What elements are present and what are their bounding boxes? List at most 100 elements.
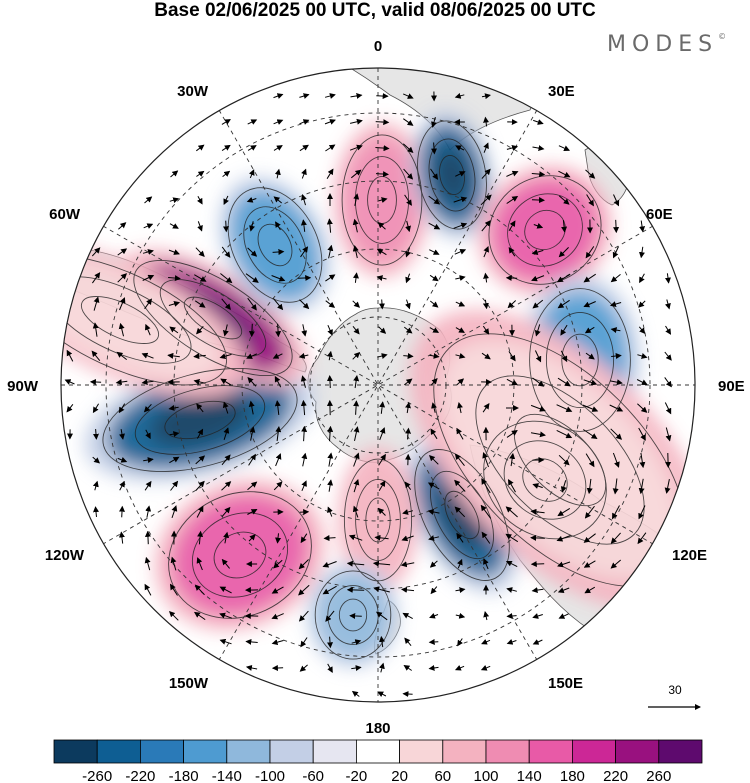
wind-vector (145, 505, 152, 518)
wind-vector (220, 273, 233, 284)
wind-vector (196, 403, 204, 413)
wind-vector (664, 351, 672, 361)
wind-vector (300, 219, 307, 232)
wind-vector (378, 480, 386, 492)
wind-vector (273, 481, 283, 491)
wind-vector (300, 637, 308, 648)
wind-vector (583, 429, 598, 440)
wind-vector (375, 145, 390, 152)
wind-vector (481, 168, 491, 179)
wind-vector (377, 197, 388, 203)
wind-vector (379, 427, 386, 441)
wind-vector (531, 171, 546, 178)
wind-vector (221, 246, 231, 258)
wind-vector (117, 273, 128, 283)
wind-vector (664, 479, 671, 494)
wind-vector (247, 376, 257, 387)
wind-vector (664, 402, 672, 415)
wind-vector (273, 119, 284, 125)
wind-vector (378, 662, 385, 673)
wind-vector (298, 352, 309, 359)
wind-vector (453, 196, 468, 203)
wind-vector (117, 457, 128, 463)
wind-vector (481, 220, 491, 232)
wind-vector (275, 533, 282, 544)
colorbar-swatch (355, 739, 400, 764)
wind-vector (223, 220, 230, 233)
colorbar-tick-label: -260 (82, 768, 112, 783)
wind-vector (428, 454, 439, 465)
wind-vector (298, 584, 310, 596)
wind-vector (248, 169, 255, 179)
wind-vector (66, 403, 74, 413)
wind-vector (405, 247, 411, 258)
wind-vector (298, 559, 309, 570)
wind-vector (169, 583, 178, 596)
lon-label-120e: 120E (672, 547, 707, 564)
colorbar-tick-label: -220 (125, 768, 155, 783)
wind-vector (401, 535, 414, 542)
wind-vector (247, 145, 257, 151)
wind-vector (194, 300, 206, 308)
wind-vector (248, 534, 256, 542)
wind-vector (195, 480, 205, 491)
wind-vector (299, 299, 310, 310)
wind-vector (429, 327, 440, 333)
wind-vector (531, 249, 544, 256)
wind-vector (377, 507, 386, 516)
wind-vector (245, 638, 258, 645)
wind-vector (402, 93, 414, 99)
wind-vector (586, 194, 594, 207)
wind-vector (119, 505, 126, 518)
wind-vector (300, 246, 309, 258)
wind-vector (346, 560, 365, 567)
wind-vector (584, 326, 595, 334)
wind-vector (297, 274, 312, 281)
wind-vector (144, 298, 152, 310)
wind-vector (299, 119, 310, 125)
wind-vector (665, 427, 672, 442)
wind-vector (585, 169, 596, 179)
wind-vector (119, 480, 125, 491)
wind-vector (583, 273, 596, 283)
colorbar-swatch (226, 739, 271, 764)
wind-vector (509, 452, 516, 467)
brand-mark: © (718, 32, 727, 41)
colorbar-swatch (399, 739, 444, 764)
wind-vector (428, 222, 441, 230)
wind-vector (322, 561, 337, 568)
wind-vector (353, 193, 360, 206)
wind-vector (301, 193, 307, 206)
wind-vector (352, 351, 361, 360)
wind-vector (532, 613, 543, 619)
wind-vector (508, 479, 516, 493)
wind-vector (532, 145, 545, 152)
wind-vector (427, 482, 440, 490)
wind-vector (428, 535, 440, 541)
wind-vector (115, 379, 128, 386)
wind-vector (483, 116, 490, 127)
wind-vector (404, 637, 412, 647)
anomaly-shading (61, 110, 695, 668)
wind-vector (352, 300, 361, 308)
wind-vector (403, 168, 414, 180)
wind-vector (506, 612, 517, 619)
wind-vector (611, 353, 622, 360)
wind-vector (91, 272, 101, 284)
wind-vector (372, 560, 391, 567)
wind-vector (91, 247, 101, 257)
wind-vector (402, 612, 413, 620)
wind-vector (350, 169, 362, 179)
wind-vector (326, 350, 333, 361)
wind-vector (481, 531, 491, 544)
colorbar-swatch (572, 739, 617, 764)
wind-vector (612, 505, 620, 520)
wind-vector (168, 301, 181, 307)
wind-vector (506, 195, 519, 204)
wind-vector (273, 559, 283, 569)
wind-vector (271, 586, 284, 594)
wind-vector (249, 426, 256, 441)
wind-vector (379, 635, 385, 648)
wind-vector (92, 403, 100, 414)
wind-vector (610, 327, 621, 334)
